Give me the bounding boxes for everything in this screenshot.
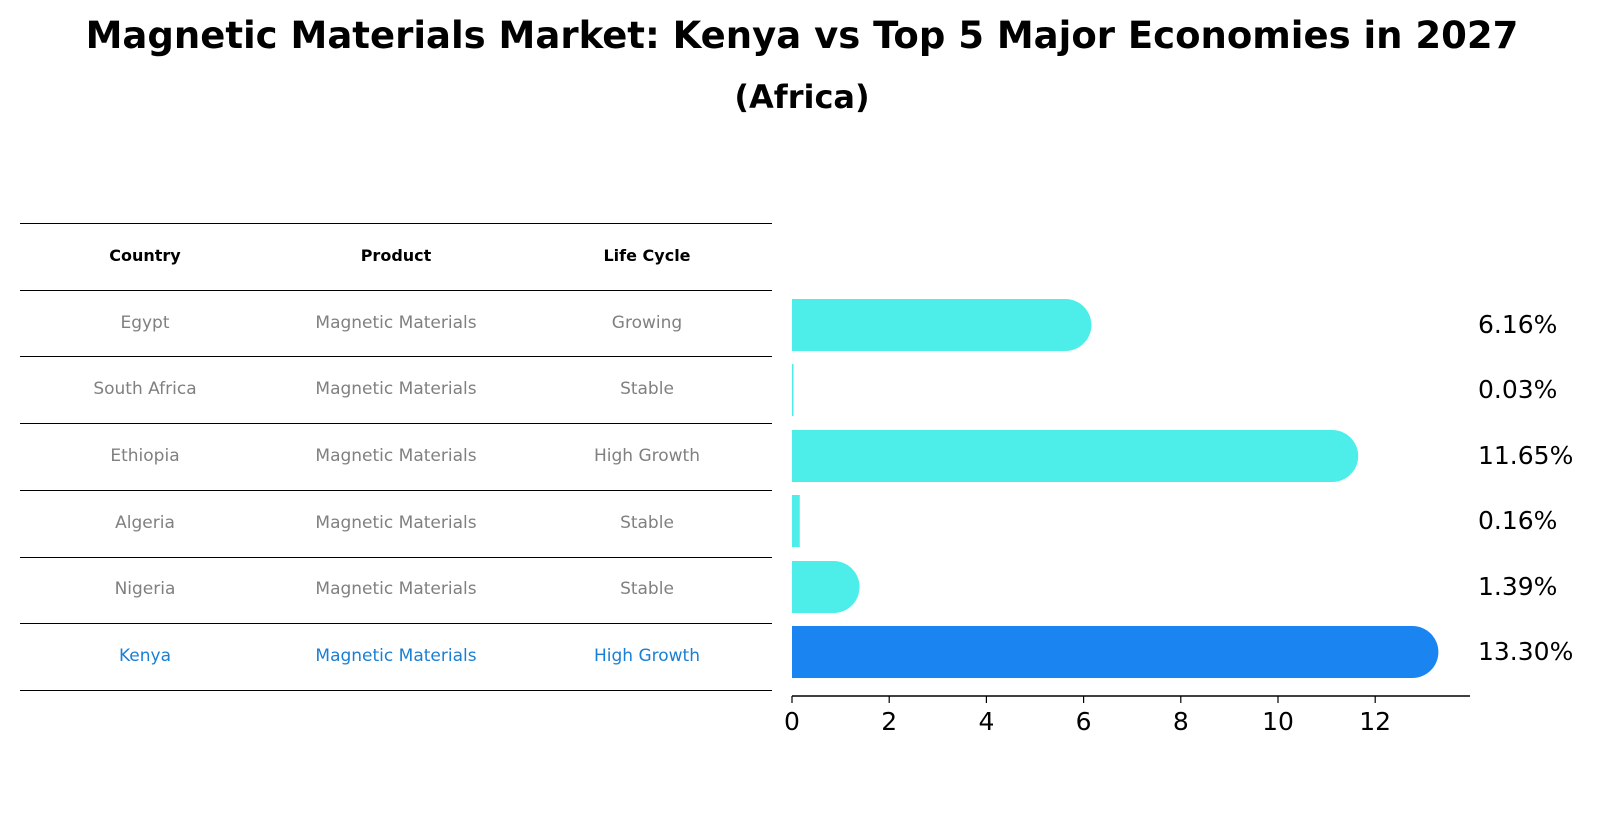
data-label: 0.16% — [1478, 506, 1557, 535]
bar — [792, 561, 860, 613]
x-tick-label: 12 — [1359, 707, 1391, 736]
table-divider — [20, 290, 772, 291]
table-divider — [20, 490, 772, 491]
table-cell: Stable — [620, 579, 674, 599]
x-tick-label: 10 — [1262, 707, 1294, 736]
data-label: 0.03% — [1478, 375, 1557, 404]
table-cell: Magnetic Materials — [315, 646, 477, 666]
x-tick-label: 0 — [784, 707, 800, 736]
table-divider — [20, 423, 772, 424]
bar — [792, 364, 794, 416]
table-cell: Magnetic Materials — [315, 513, 477, 533]
table-cell: Ethiopia — [110, 446, 180, 466]
table-cell: High Growth — [593, 446, 700, 466]
table-divider — [20, 223, 772, 224]
data-label: 1.39% — [1478, 572, 1557, 601]
data-label: 6.16% — [1478, 310, 1557, 339]
x-tick-label: 6 — [1076, 707, 1092, 736]
table-cell: Algeria — [115, 513, 175, 533]
x-tick-label: 2 — [881, 707, 897, 736]
table-cell: Magnetic Materials — [315, 313, 477, 333]
x-tick-label: 4 — [978, 707, 994, 736]
bar — [792, 299, 1092, 351]
table-divider — [20, 557, 772, 558]
data-label: 13.30% — [1478, 637, 1573, 666]
table-cell: High Growth — [593, 646, 700, 666]
data-label: 11.65% — [1478, 441, 1573, 470]
chart-subtitle: (Africa) — [734, 78, 870, 116]
table-header-cell: Country — [109, 246, 181, 265]
x-tick-label: 8 — [1173, 707, 1189, 736]
table-divider — [20, 690, 772, 691]
table-cell: Magnetic Materials — [315, 446, 477, 466]
chart-title: Magnetic Materials Market: Kenya vs Top … — [85, 14, 1519, 57]
table-cell: Kenya — [118, 646, 171, 666]
bar — [792, 430, 1359, 482]
table-cell: Magnetic Materials — [315, 379, 477, 399]
table-cell: Stable — [620, 379, 674, 399]
table-header-cell: Product — [360, 246, 432, 265]
table-divider — [20, 356, 772, 357]
table-cell: South Africa — [93, 379, 197, 399]
table-cell: Nigeria — [114, 579, 176, 599]
table-cell: Growing — [611, 313, 683, 333]
table-cell: Magnetic Materials — [315, 579, 477, 599]
bar — [792, 626, 1439, 678]
table-header-cell: Life Cycle — [603, 246, 691, 265]
table-cell: Egypt — [120, 313, 170, 333]
table-divider — [20, 623, 772, 624]
bar — [792, 495, 800, 547]
table-cell: Stable — [620, 513, 674, 533]
